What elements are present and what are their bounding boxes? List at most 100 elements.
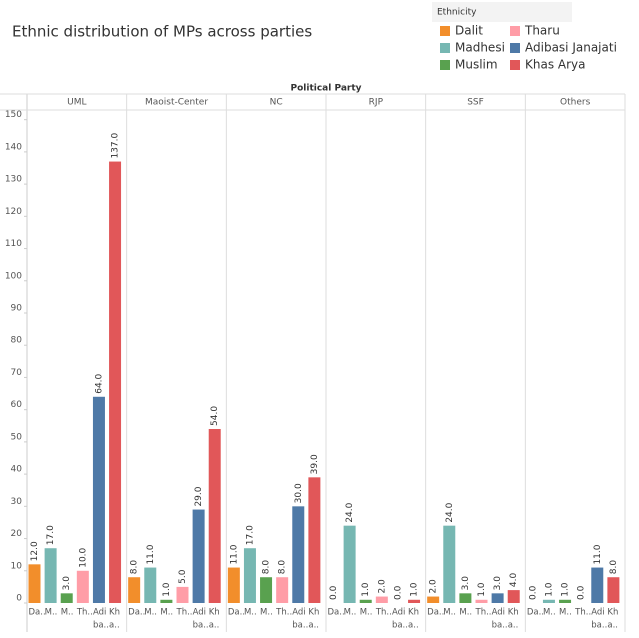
legend-label: Muslim — [455, 58, 498, 72]
bar — [559, 599, 572, 603]
x-tick-label: M.. — [244, 608, 257, 618]
bar — [292, 506, 305, 603]
x-tick-label: M.. — [45, 608, 58, 618]
value-label: 5.0 — [178, 569, 188, 584]
bar — [427, 596, 440, 603]
value-label: 54.0 — [210, 406, 220, 426]
facet-label: RJP — [369, 98, 384, 108]
x-tick-label: Th.. — [275, 608, 292, 618]
facet-label: Maoist-Center — [145, 98, 208, 108]
value-label: 1.0 — [410, 582, 420, 597]
x-tick-label: Th.. — [176, 608, 193, 618]
x-tick-label: Adi — [492, 608, 505, 618]
y-tick-label: 90 — [11, 304, 23, 314]
y-tick-label: 130 — [5, 175, 22, 185]
value-label: 2.0 — [429, 579, 439, 594]
value-label: 24.0 — [345, 502, 355, 522]
x-tick-label: a.. — [408, 621, 419, 631]
value-label: 0.0 — [577, 585, 587, 600]
bar — [507, 590, 520, 603]
y-tick-label: 40 — [11, 465, 23, 475]
bar — [109, 161, 122, 604]
bar — [92, 396, 105, 603]
y-tick-label: 20 — [11, 529, 23, 539]
x-tick-label: M.. — [61, 608, 74, 618]
legend-label: Adibasi Janajati — [525, 41, 617, 55]
x-tick-label: M.. — [344, 608, 357, 618]
legend-header — [432, 2, 572, 22]
x-tick-label: Da.. — [527, 608, 544, 618]
x-tick-label: ba.. — [591, 621, 607, 631]
value-label: 2.0 — [377, 579, 387, 594]
bar — [176, 586, 189, 603]
x-tick-label: Kh — [209, 608, 220, 618]
value-label: 30.0 — [294, 483, 304, 503]
bar — [359, 599, 372, 603]
x-tick-label: Th.. — [76, 608, 93, 618]
bar — [128, 577, 141, 603]
legend-label: Khas Arya — [525, 58, 586, 72]
x-tick-label: Adi — [392, 608, 405, 618]
x-tick-label: Da.. — [427, 608, 444, 618]
value-label: 137.0 — [111, 133, 121, 159]
x-tick-label: M.. — [543, 608, 556, 618]
y-tick-label: 70 — [11, 368, 23, 378]
value-label: 29.0 — [194, 486, 204, 506]
y-tick-label: 120 — [5, 207, 22, 217]
value-label: 8.0 — [130, 560, 140, 575]
value-label: 11.0 — [146, 544, 156, 564]
x-tick-label: ba.. — [193, 621, 209, 631]
x-tick-label: Adi — [591, 608, 604, 618]
legend-swatch — [440, 60, 450, 70]
value-label: 1.0 — [162, 582, 172, 597]
x-tick-label: M.. — [160, 608, 173, 618]
y-tick-label: 10 — [11, 561, 23, 571]
x-tick-label: M.. — [360, 608, 373, 618]
bar — [343, 525, 356, 603]
value-label: 17.0 — [46, 525, 56, 545]
x-tick-label: Kh — [508, 608, 519, 618]
bar — [475, 599, 488, 603]
y-tick-label: 150 — [5, 110, 22, 120]
x-tick-label: Da.. — [29, 608, 46, 618]
legend-title: Ethnicity — [437, 8, 477, 18]
bar — [227, 567, 240, 603]
x-tick-label: ba.. — [292, 621, 308, 631]
facet-label: NC — [270, 98, 283, 108]
legend-label: Tharu — [524, 24, 560, 38]
y-tick-label: 100 — [5, 271, 22, 281]
bar — [591, 567, 604, 603]
bar — [208, 429, 221, 603]
x-tick-label: Kh — [109, 608, 120, 618]
value-label: 11.0 — [593, 544, 603, 564]
x-tick-label: Adi — [193, 608, 206, 618]
value-label: 1.0 — [361, 582, 371, 597]
y-tick-label: 80 — [11, 336, 23, 346]
value-label: 1.0 — [544, 582, 554, 597]
legend-swatch — [440, 26, 450, 36]
value-label: 0.0 — [329, 585, 339, 600]
y-tick-label: 60 — [11, 400, 23, 410]
y-tick-label: 140 — [5, 142, 22, 152]
value-label: 0.0 — [393, 585, 403, 600]
x-tick-label: Da.. — [228, 608, 245, 618]
x-tick-label: M.. — [559, 608, 572, 618]
x-tick-label: a.. — [607, 621, 618, 631]
value-label: 0.0 — [528, 585, 538, 600]
value-label: 3.0 — [461, 576, 471, 591]
x-tick-label: a.. — [209, 621, 220, 631]
legend-swatch — [510, 43, 520, 53]
x-tick-label: a.. — [508, 621, 519, 631]
facet-label: UML — [67, 98, 86, 108]
x-tick-label: Th.. — [375, 608, 392, 618]
x-tick-label: M.. — [459, 608, 472, 618]
bar — [243, 548, 256, 603]
value-label: 8.0 — [609, 560, 619, 575]
value-label: 3.0 — [493, 576, 503, 591]
y-tick-label: 0 — [16, 594, 22, 604]
x-tick-label: Kh — [408, 608, 419, 618]
x-tick-label: Kh — [308, 608, 319, 618]
facet-axis-title: Political Party — [291, 84, 362, 94]
bar — [160, 599, 173, 603]
bar — [607, 577, 620, 603]
